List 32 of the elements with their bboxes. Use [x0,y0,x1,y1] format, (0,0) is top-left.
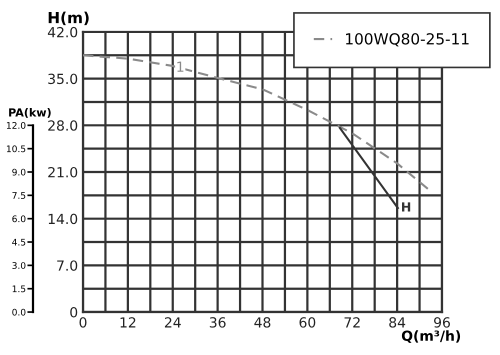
x-tick-label: 12 [120,317,136,328]
x-tick-label: 48 [254,317,270,328]
y2-tick-label: 0.0 [12,308,26,316]
y-tick-label: 14.0 [48,214,78,224]
x-axis-title: Q(m³/h) [402,330,460,343]
y2-tick-label: 9.0 [12,168,26,176]
series-label: H [402,202,410,212]
y-tick-label: 35.0 [48,74,78,84]
y2-tick-label: 10.5 [6,145,26,152]
legend-label: 100WQ80-25-11 [346,33,469,46]
y-tick-label: 7.0 [57,260,78,271]
x-tick-label: 0 [79,317,86,328]
y-tick-label: 21.0 [48,166,78,178]
y2-tick-label: 6.0 [12,215,26,222]
y2-tick-label: 7.5 [12,192,26,199]
y-tick-label: 28.0 [48,120,78,131]
y2-axis-title: PA(kw) [9,108,51,118]
y-tick-label: 0 [70,307,78,318]
x-tick-label: 84 [389,317,406,328]
x-tick-label: 36 [210,317,226,328]
x-tick-label: 60 [300,317,316,328]
annotation: 1 [177,62,184,72]
x-tick-label: 72 [344,317,360,328]
y2-tick-label: 4.5 [12,238,26,246]
y-tick-label: 42.0 [48,26,78,38]
y2-tick-label: 3.0 [12,262,26,269]
x-tick-label: 96 [434,317,450,328]
y2-tick-label: 1.5 [12,286,26,292]
y-axis-title: H(m) [48,12,89,26]
y2-tick-label: 12.0 [6,122,26,129]
line-series [83,54,432,192]
x-tick-label: 24 [164,317,181,328]
